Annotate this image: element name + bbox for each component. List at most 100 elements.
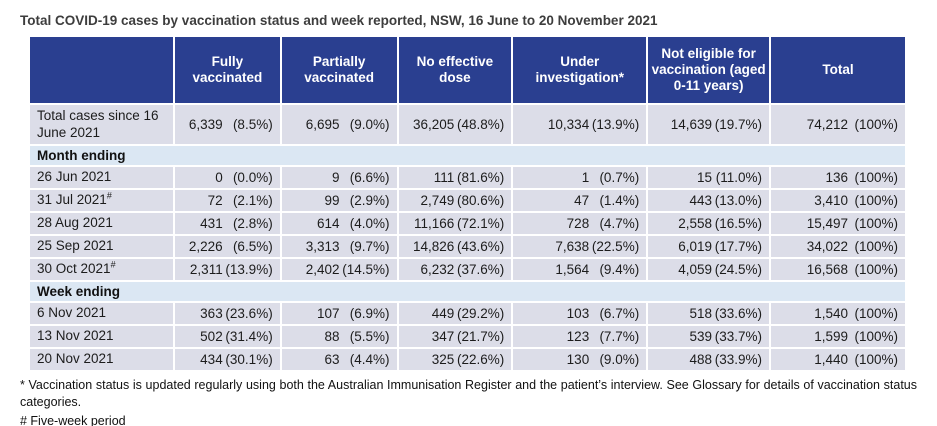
table-row: 20 Nov 2021 434 (30.1%) 63 (4.4%) 325 (22.6%) 1… <box>30 349 905 370</box>
value-number: 2,749 <box>420 193 455 208</box>
value-number: 2,402 <box>305 262 340 277</box>
table-row: 28 Aug 2021 431 (2.8%) 614 (4.0%) 11,166 (72.1… <box>30 213 905 234</box>
page-title: Total COVID-19 cases by vaccination stat… <box>20 13 658 28</box>
value-number: 103 <box>566 306 590 321</box>
value-percent: (13.9%) <box>225 262 273 277</box>
value-number: 6,339 <box>188 117 223 132</box>
cell-value: 11,166 (72.1%) <box>398 213 512 234</box>
cell-value: 539 (33.7%) <box>648 326 770 347</box>
row-label: 20 Nov 2021 <box>30 349 173 370</box>
value-number: 74,212 <box>806 117 848 132</box>
value-number: 136 <box>825 170 848 185</box>
value-number: 539 <box>689 329 713 344</box>
row-label: 28 Aug 2021 <box>30 213 173 234</box>
value-percent: (9.0%) <box>599 352 640 367</box>
value-percent: (33.7%) <box>714 329 763 344</box>
value-percent: (100%) <box>854 329 898 344</box>
value-number: 2,558 <box>678 216 713 231</box>
value-percent: (100%) <box>854 262 898 277</box>
cell-value: 10,334 (13.9%) <box>513 105 647 144</box>
value-number: 1,599 <box>814 329 848 344</box>
value-percent: (33.6%) <box>714 306 763 321</box>
column-header-fully-vaccinated: Fully vaccinated <box>174 37 280 103</box>
value-number: 347 <box>431 329 455 344</box>
cell-value: 34,022 (100%) <box>771 236 905 257</box>
value-number: 11,166 <box>413 216 455 231</box>
cell-value: 6,695 (9.0%) <box>281 105 397 144</box>
row-label: 13 Nov 2021 <box>30 326 173 347</box>
section-label: Month ending <box>30 146 905 165</box>
cell-value: 88 (5.5%) <box>281 326 397 347</box>
value-number: 15 <box>697 170 713 185</box>
value-number: 47 <box>574 193 590 208</box>
cell-value: 130 (9.0%) <box>513 349 647 370</box>
value-number: 16,568 <box>806 262 848 277</box>
value-number: 107 <box>316 306 340 321</box>
value-percent: (0.0%) <box>232 170 273 185</box>
value-number: 434 <box>200 352 223 367</box>
value-percent: (22.6%) <box>457 352 505 367</box>
cell-value: 2,402 (14.5%) <box>281 259 397 280</box>
value-percent: (100%) <box>854 117 898 132</box>
table-body: Total cases since 16 June 2021 6,339 (8.5%… <box>30 105 905 370</box>
value-percent: (9.7%) <box>349 239 390 254</box>
value-percent: (81.6%) <box>457 170 505 185</box>
cell-value: 518 (33.6%) <box>648 303 770 324</box>
value-percent: (80.6%) <box>457 193 505 208</box>
cell-value: 9 (6.6%) <box>281 167 397 188</box>
footnotes: * Vaccination status is updated regularl… <box>20 377 917 426</box>
cell-value: 3,410 (100%) <box>771 190 905 211</box>
cell-value: 1,540 (100%) <box>771 303 905 324</box>
value-percent: (6.9%) <box>349 306 390 321</box>
value-percent: (6.7%) <box>599 306 640 321</box>
cell-value: 6,232 (37.6%) <box>398 259 512 280</box>
cell-value: 15,497 (100%) <box>771 213 905 234</box>
table-row: 30 Oct 2021# 2,311 (13.9%) 2,402 (14.5%) 6,23… <box>30 259 905 280</box>
row-label: 31 Jul 2021# <box>30 190 173 211</box>
cell-value: 15 (11.0%) <box>648 167 770 188</box>
section-label: Week ending <box>30 282 905 301</box>
value-number: 431 <box>200 216 223 231</box>
value-percent: (17.7%) <box>714 239 763 254</box>
column-header-partially-vaccinated: Partially vaccinated <box>281 37 397 103</box>
value-percent: (4.7%) <box>599 216 640 231</box>
value-percent: (4.0%) <box>349 216 390 231</box>
value-percent: (5.5%) <box>349 329 390 344</box>
value-number: 14,639 <box>670 117 713 132</box>
column-header-no-effective-dose: No effective dose <box>398 37 512 103</box>
value-number: 614 <box>316 216 340 231</box>
value-percent: (33.9%) <box>714 352 763 367</box>
value-number: 99 <box>324 193 340 208</box>
table-row: 25 Sep 2021 2,226 (6.5%) 3,313 (9.7%) 14,826(… <box>30 236 905 257</box>
five-week-marker: # <box>106 190 112 201</box>
value-percent: (2.8%) <box>232 216 273 231</box>
footnote-vaccination-status: * Vaccination status is updated regularl… <box>20 378 917 409</box>
value-number: 10,334 <box>547 117 590 132</box>
value-percent: (13.0%) <box>714 193 763 208</box>
cell-value: 6,019 (17.7%) <box>648 236 770 257</box>
cell-value: 434 (30.1%) <box>174 349 280 370</box>
value-number: 7,638 <box>555 239 590 254</box>
row-label: 25 Sep 2021 <box>30 236 173 257</box>
cell-value: 99 (2.9%) <box>281 190 397 211</box>
cell-value: 14,826 (43.6%) <box>398 236 512 257</box>
value-percent: (13.9%) <box>591 117 640 132</box>
table-row: 31 Jul 2021# 72 (2.1%) 99 (2.9%) 2,749 (80.6%)… <box>30 190 905 211</box>
value-percent: (6.6%) <box>349 170 390 185</box>
column-header-total: Total <box>771 37 905 103</box>
cell-value: 431 (2.8%) <box>174 213 280 234</box>
value-percent: (100%) <box>854 216 898 231</box>
value-number: 728 <box>566 216 590 231</box>
value-number: 488 <box>689 352 713 367</box>
row-label: 30 Oct 2021# <box>30 259 173 280</box>
value-percent: (31.4%) <box>225 329 273 344</box>
cell-value: 136 (100%) <box>771 167 905 188</box>
cell-value: 4,059 (24.5%) <box>648 259 770 280</box>
table-row: Total cases since 16 June 2021 6,339 (8.5%… <box>30 105 905 144</box>
value-percent: (22.5%) <box>591 239 640 254</box>
cell-value: 0 (0.0%) <box>174 167 280 188</box>
value-percent: (100%) <box>854 352 898 367</box>
table-row: 13 Nov 2021 502 (31.4%) 88 (5.5%) 347 (21.7%) 1… <box>30 326 905 347</box>
cell-value: 107 (6.9%) <box>281 303 397 324</box>
